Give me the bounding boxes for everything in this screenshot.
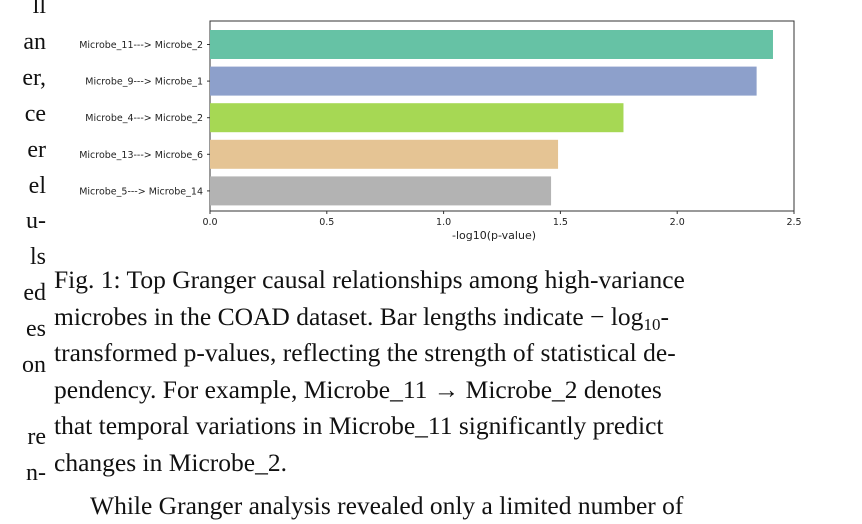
x-axis-label: -log10(p-value) (452, 229, 536, 242)
bar (210, 30, 773, 59)
bar (210, 139, 559, 169)
y-tick-label: Microbe_5---> Microbe_14 (79, 186, 203, 197)
left-column-text: ll an er, ce er el u-ls ed es on re n- (0, 0, 46, 506)
math-subscript: 10 (643, 314, 661, 334)
y-tick-label: Microbe_13---> Microbe_6 (79, 150, 203, 161)
caption-line-3: transformed p-values, reflecting the str… (54, 338, 676, 367)
left-text-fragment: es (26, 316, 46, 343)
caption-line-2: microbes in the COAD dataset. Bar length… (54, 301, 669, 334)
x-tick-label: 0.5 (319, 217, 334, 228)
bar (210, 103, 624, 133)
caption-line-4: pendency. For example, Microbe_11 → Micr… (54, 374, 662, 404)
left-text-fragment: er (27, 136, 46, 163)
body-text-line: While Granger analysis revealed only a l… (90, 491, 684, 520)
x-tick-label: 0.0 (202, 217, 217, 228)
left-text-fragment: er, (22, 64, 46, 91)
left-text-fragment: el (28, 172, 46, 199)
caption-line-5: that temporal variations in Microbe_11 s… (54, 411, 664, 440)
x-tick-label: 1.5 (553, 217, 568, 228)
caption-line-1: Fig. 1: Top Granger causal relationships… (54, 265, 685, 294)
y-tick-label: Microbe_9---> Microbe_1 (85, 77, 203, 88)
bar (210, 66, 757, 96)
bar-chart: Microbe_11---> Microbe_2 Microbe_9---> Mi… (79, 20, 802, 242)
left-text-fragment: ll (32, 0, 46, 19)
left-text-fragment: ls (29, 244, 46, 271)
math-minus: − (590, 301, 605, 331)
left-text-fragment: u- (26, 208, 46, 235)
x-tick-label: 1.0 (436, 217, 451, 228)
left-text-fragment: ce (24, 100, 46, 127)
y-tick-label: Microbe_11---> Microbe_2 (79, 40, 203, 51)
left-text-fragment: re (27, 423, 46, 450)
left-text-fragment: n- (26, 459, 46, 486)
caption-label: Fig. 1: (54, 265, 121, 294)
x-tick-label: 2.0 (670, 217, 685, 228)
left-text-fragment: ed (23, 280, 46, 307)
bar (210, 176, 552, 206)
left-text-fragment: an (23, 28, 46, 55)
x-tick-label: 2.5 (786, 217, 801, 228)
y-tick-label: Microbe_4---> Microbe_2 (85, 113, 203, 124)
figure-caption: Fig. 1: Top Granger causal relationships… (54, 262, 806, 481)
caption-line-6: changes in Microbe_2. (54, 447, 287, 477)
left-text-fragment: on (22, 352, 46, 378)
math-log: log (610, 301, 644, 331)
